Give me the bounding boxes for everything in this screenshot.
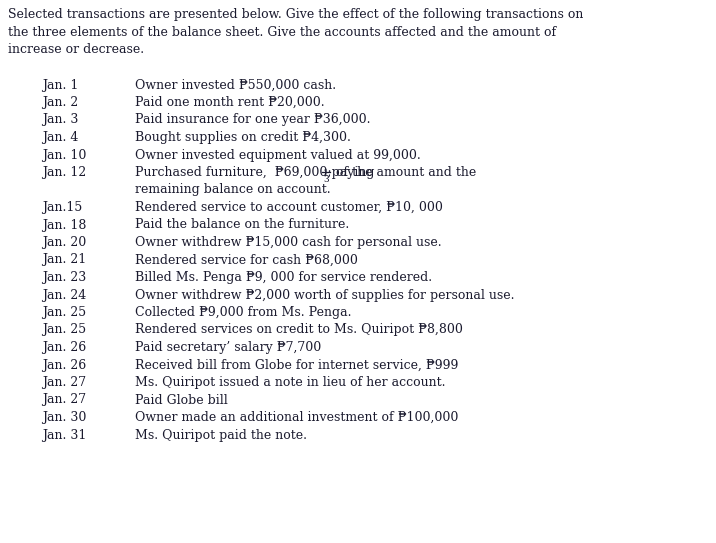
Text: Owner made an additional investment of ₱100,000: Owner made an additional investment of ₱…: [135, 411, 458, 424]
Text: Jan. 10: Jan. 10: [42, 148, 87, 161]
Text: Jan. 12: Jan. 12: [42, 166, 86, 179]
Text: Paid Globe bill: Paid Globe bill: [135, 394, 228, 407]
Text: Paid insurance for one year ₱36,000.: Paid insurance for one year ₱36,000.: [135, 113, 370, 127]
Text: Paid secretary’ salary ₱7,700: Paid secretary’ salary ₱7,700: [135, 341, 321, 354]
Text: Jan. 1: Jan. 1: [42, 79, 78, 92]
Text: Jan. 23: Jan. 23: [42, 271, 86, 284]
Text: Rendered service for cash ₱68,000: Rendered service for cash ₱68,000: [135, 254, 358, 267]
Text: Jan. 18: Jan. 18: [42, 218, 87, 231]
Text: the three elements of the balance sheet. Give the accounts affected and the amou: the three elements of the balance sheet.…: [8, 26, 556, 39]
Text: Jan. 26: Jan. 26: [42, 341, 86, 354]
Text: Paid one month rent ₱20,000.: Paid one month rent ₱20,000.: [135, 96, 324, 109]
Text: Billed Ms. Penga ₱9, 000 for service rendered.: Billed Ms. Penga ₱9, 000 for service ren…: [135, 271, 432, 284]
Text: Jan. 26: Jan. 26: [42, 358, 86, 371]
Text: Owner invested equipment valued at 99,000.: Owner invested equipment valued at 99,00…: [135, 148, 421, 161]
Text: Jan.15: Jan.15: [42, 201, 82, 214]
Text: Owner withdrew ₱2,000 worth of supplies for personal use.: Owner withdrew ₱2,000 worth of supplies …: [135, 288, 515, 301]
Text: increase or decrease.: increase or decrease.: [8, 43, 144, 56]
Text: 1: 1: [323, 168, 329, 178]
Text: Rendered service to account customer, ₱10, 000: Rendered service to account customer, ₱1…: [135, 201, 443, 214]
Text: Bought supplies on credit ₱4,300.: Bought supplies on credit ₱4,300.: [135, 131, 351, 144]
Text: Purchased furniture,  ₱69,000;paying: Purchased furniture, ₱69,000;paying: [135, 166, 379, 179]
Text: Jan. 4: Jan. 4: [42, 131, 78, 144]
Text: of the amount and the: of the amount and the: [332, 166, 476, 179]
Text: Ms. Quiripot paid the note.: Ms. Quiripot paid the note.: [135, 428, 307, 441]
Text: Jan. 31: Jan. 31: [42, 428, 87, 441]
Text: 3: 3: [323, 175, 329, 184]
Text: Jan. 30: Jan. 30: [42, 411, 87, 424]
Text: Jan. 25: Jan. 25: [42, 306, 86, 319]
Text: Ms. Quiripot issued a note in lieu of her account.: Ms. Quiripot issued a note in lieu of he…: [135, 376, 445, 389]
Text: Received bill from Globe for internet service, ₱999: Received bill from Globe for internet se…: [135, 358, 458, 371]
Text: Jan. 25: Jan. 25: [42, 324, 86, 337]
Text: Jan. 20: Jan. 20: [42, 236, 86, 249]
Text: Jan. 21: Jan. 21: [42, 254, 86, 267]
Text: Collected ₱9,000 from Ms. Penga.: Collected ₱9,000 from Ms. Penga.: [135, 306, 352, 319]
Text: Jan. 27: Jan. 27: [42, 394, 86, 407]
Text: Selected transactions are presented below. Give the effect of the following tran: Selected transactions are presented belo…: [8, 8, 584, 21]
Text: Owner withdrew ₱15,000 cash for personal use.: Owner withdrew ₱15,000 cash for personal…: [135, 236, 442, 249]
Text: Jan. 24: Jan. 24: [42, 288, 86, 301]
Text: Rendered services on credit to Ms. Quiripot ₱8,800: Rendered services on credit to Ms. Quiri…: [135, 324, 463, 337]
Text: Jan. 3: Jan. 3: [42, 113, 78, 127]
Text: Jan. 2: Jan. 2: [42, 96, 78, 109]
Text: Paid the balance on the furniture.: Paid the balance on the furniture.: [135, 218, 349, 231]
Text: remaining balance on account.: remaining balance on account.: [135, 184, 331, 197]
Text: Jan. 27: Jan. 27: [42, 376, 86, 389]
Text: Owner invested ₱550,000 cash.: Owner invested ₱550,000 cash.: [135, 79, 336, 92]
